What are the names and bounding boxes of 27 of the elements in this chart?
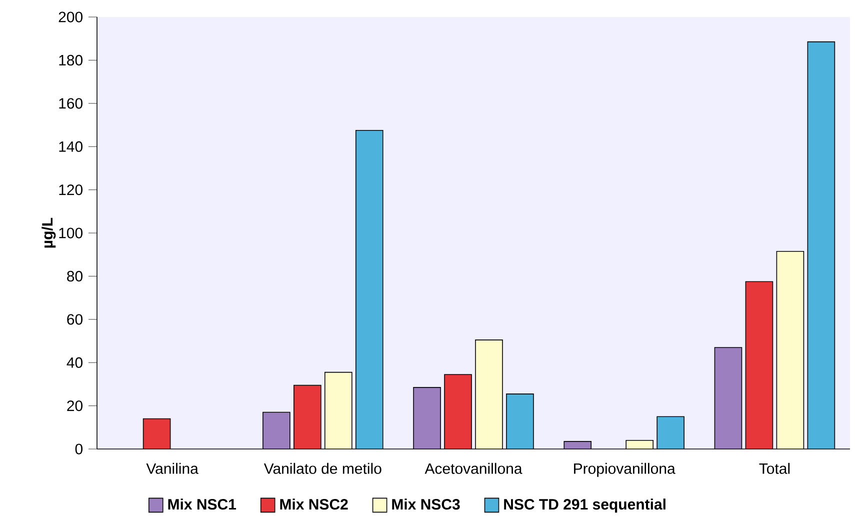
y-tick-label: 120 bbox=[59, 184, 82, 196]
y-tick-label: 0 bbox=[75, 444, 83, 454]
y-tick-label: 180 bbox=[59, 54, 82, 66]
y-tick-label: 200 bbox=[58, 12, 82, 22]
bar bbox=[324, 372, 352, 449]
bar bbox=[776, 250, 804, 449]
legend-label: NSC TD 291 sequential bbox=[504, 498, 666, 513]
y-tick-label: 60 bbox=[67, 314, 83, 325]
y-tick-label: 80 bbox=[67, 270, 83, 282]
bar bbox=[262, 412, 290, 449]
y-tick-label: 40 bbox=[66, 357, 83, 368]
x-tick-label: Acetovanillona bbox=[424, 462, 522, 474]
bar bbox=[414, 387, 441, 449]
y-axis-title: µg/L bbox=[42, 218, 56, 248]
y-tick-label: 100 bbox=[59, 228, 82, 238]
y-tick-label: 140 bbox=[59, 141, 82, 152]
y-tick-label: 160 bbox=[59, 98, 82, 109]
bar bbox=[475, 340, 502, 449]
x-tick-label: Vanilato de metilo bbox=[264, 462, 382, 474]
y-tick-label: 20 bbox=[67, 400, 83, 412]
x-tick-label: Propiovanillona bbox=[574, 462, 676, 477]
x-tick-label: Total bbox=[759, 462, 790, 474]
legend-label: Mix NSC3 bbox=[392, 498, 460, 510]
legend-label: Mix NSC1 bbox=[168, 498, 236, 510]
bar bbox=[714, 347, 742, 449]
x-tick-label: Vanilina bbox=[146, 462, 198, 474]
legend-label: Mix NSC2 bbox=[280, 498, 348, 510]
